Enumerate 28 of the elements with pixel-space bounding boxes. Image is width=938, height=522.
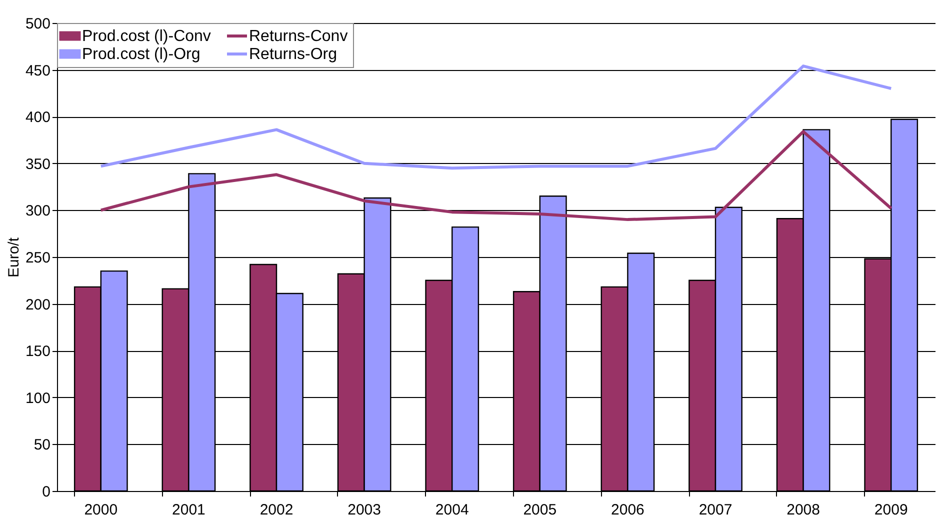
y-tick-label: 500 [25, 16, 50, 32]
x-tick-label: 2009 [874, 502, 908, 518]
y-tick-label: 50 [34, 436, 50, 454]
y-tick-label: 100 [25, 390, 50, 407]
x-tick-label: 2004 [435, 502, 469, 518]
x-tick-label: 2001 [172, 502, 206, 518]
x-tick-label: 2000 [84, 502, 118, 518]
x-tick-label: 2008 [786, 502, 820, 518]
x-tick-label: 2007 [698, 502, 732, 518]
y-tick-label: 200 [25, 296, 50, 314]
y-tick-label: 0 [42, 484, 50, 500]
x-tick-label: 2005 [523, 502, 557, 518]
legend-label: Prod.cost (l)-Conv [82, 28, 211, 45]
legend-label: Returns-Conv [249, 28, 348, 45]
y-tick-label: 400 [25, 109, 50, 126]
y-tick-label: 350 [25, 156, 50, 173]
line-series [99, 64, 893, 170]
x-tick-label: 2002 [260, 502, 294, 518]
y-tick-label: 450 [25, 62, 50, 80]
y-tick-label: 150 [25, 343, 50, 360]
y-tick-label: 300 [25, 202, 50, 220]
legend-label: Returns-Org [249, 46, 338, 63]
x-tick-label: 2003 [348, 502, 381, 518]
x-tick-label: 2006 [611, 502, 644, 518]
legend-label: Prod.cost (l)-Org [82, 46, 200, 63]
y-tick-label: 250 [25, 250, 50, 266]
y-axis-title: Euro/t [5, 236, 22, 278]
line-series [99, 130, 893, 222]
